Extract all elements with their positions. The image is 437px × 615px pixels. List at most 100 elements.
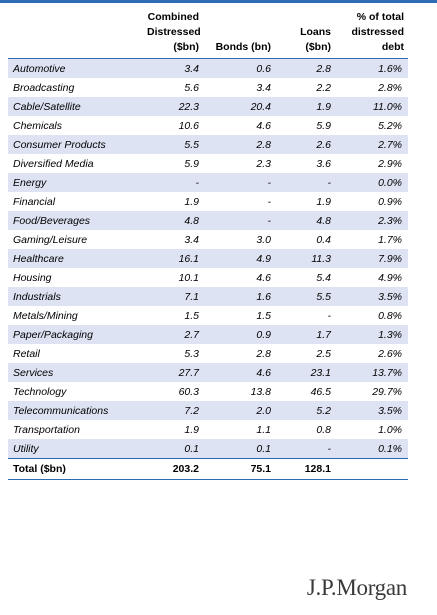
combined-cell: 4.8 [143, 211, 203, 230]
table-row: Financial 1.9-1.9 0.9% [8, 192, 408, 211]
table-body: Automotive 3.4 0.6 2.8 1.6% Broadcasting 5.6 3.… [8, 58, 408, 459]
pct-cell: 2.8% [335, 78, 408, 97]
loans-cell: 0.4 [275, 230, 335, 249]
bonds-cell: 4.6 [203, 268, 275, 287]
header-line: ($bn) [305, 41, 331, 53]
pct-cell: 3.5% [335, 287, 408, 306]
bonds-cell: 0.1 [203, 439, 275, 459]
header-line: % of total [356, 11, 404, 23]
table-row: Food/Beverages 4.8-4.8 2.3% [8, 211, 408, 230]
combined-cell: 10.6 [143, 116, 203, 135]
sector-cell: Healthcare [8, 249, 143, 268]
sector-cell: Housing [8, 268, 143, 287]
loans-cell: 11.3 [275, 249, 335, 268]
bonds-cell: 2.0 [203, 401, 275, 420]
combined-cell: 5.9 [143, 154, 203, 173]
combined-cell: 60.3 [143, 382, 203, 401]
bonds-cell: 0.6 [203, 58, 275, 78]
bonds-cell: 4.9 [203, 249, 275, 268]
combined-cell: 0.1 [143, 439, 203, 459]
total-loans: 128.1 [275, 458, 335, 480]
bonds-cell: 2.8 [203, 344, 275, 363]
table-row: Technology 60.3 13.8 46.5 29.7% [8, 382, 408, 401]
combined-cell: 7.2 [143, 401, 203, 420]
top-accent-bar [0, 0, 437, 3]
sector-cell: Paper/Packaging [8, 325, 143, 344]
header-line: Distressed [147, 26, 201, 38]
combined-cell: 3.4 [143, 230, 203, 249]
table-row: Broadcasting 5.6 3.4 2.2 2.8% [8, 78, 408, 97]
sector-cell: Metals/Mining [8, 306, 143, 325]
bonds-cell: - [203, 173, 275, 192]
combined-cell: 5.3 [143, 344, 203, 363]
table-row: Gaming/Leisure 3.4 3.0 0.4 1.7% [8, 230, 408, 249]
pct-cell: 1.6% [335, 58, 408, 78]
combined-cell: 7.1 [143, 287, 203, 306]
table-row: Industrials 7.1 1.6 5.5 3.5% [8, 287, 408, 306]
header-pct-total: % of total distressed debt [335, 8, 408, 59]
bonds-cell: 1.5 [203, 306, 275, 325]
pct-cell: 1.7% [335, 230, 408, 249]
sector-cell: Broadcasting [8, 78, 143, 97]
header-bonds: Bonds (bn) [203, 8, 275, 59]
table-row: Transportation 1.9 1.1 0.8 1.0% [8, 420, 408, 439]
loans-cell: 5.5 [275, 287, 335, 306]
sector-cell: Retail [8, 344, 143, 363]
combined-cell: 1.5 [143, 306, 203, 325]
pct-cell: 2.6% [335, 344, 408, 363]
total-row: Total ($bn) 203.2 75.1 128.1 [8, 458, 408, 480]
pct-cell: 3.5% [335, 401, 408, 420]
loans-cell: 5.2 [275, 401, 335, 420]
table-row: Healthcare 16.1 4.9 11.3 7.9% [8, 249, 408, 268]
header-line: Combined [147, 11, 199, 23]
loans-cell: 3.6 [275, 154, 335, 173]
header-combined-distressed: Combined Distressed ($bn) [143, 8, 203, 59]
header-loans: Loans ($bn) [275, 8, 335, 59]
pct-cell: 2.7% [335, 135, 408, 154]
combined-cell: 27.7 [143, 363, 203, 382]
sector-cell: Technology [8, 382, 143, 401]
pct-cell: 2.3% [335, 211, 408, 230]
bonds-cell: 1.6 [203, 287, 275, 306]
sector-cell: Financial [8, 192, 143, 211]
total-bonds: 75.1 [203, 458, 275, 480]
table-row: Metals/Mining 1.5 1.5-0.8% [8, 306, 408, 325]
pct-cell: 0.0% [335, 173, 408, 192]
loans-cell: 2.5 [275, 344, 335, 363]
pct-cell: 7.9% [335, 249, 408, 268]
loans-cell: 0.8 [275, 420, 335, 439]
table-row: Utility 0.1 0.1-0.1% [8, 439, 408, 459]
sector-cell: Transportation [8, 420, 143, 439]
bonds-cell: - [203, 192, 275, 211]
combined-cell: - [143, 173, 203, 192]
sector-cell: Industrials [8, 287, 143, 306]
loans-cell: 4.8 [275, 211, 335, 230]
pct-cell: 1.0% [335, 420, 408, 439]
pct-cell: 2.9% [335, 154, 408, 173]
table-row: Diversified Media 5.9 2.3 3.6 2.9% [8, 154, 408, 173]
table-row: Services 27.7 4.6 23.1 13.7% [8, 363, 408, 382]
total-pct [335, 458, 408, 480]
bonds-cell: 3.4 [203, 78, 275, 97]
sector-cell: Automotive [8, 58, 143, 78]
loans-cell: 5.4 [275, 268, 335, 287]
table-row: Telecommunications 7.2 2.0 5.2 3.5% [8, 401, 408, 420]
sector-cell: Energy [8, 173, 143, 192]
loans-cell: 23.1 [275, 363, 335, 382]
table-row: Paper/Packaging 2.7 0.9 1.7 1.3% [8, 325, 408, 344]
header-line: Bonds (bn) [215, 41, 271, 53]
total-combined: 203.2 [143, 458, 203, 480]
combined-cell: 5.5 [143, 135, 203, 154]
loans-cell: 46.5 [275, 382, 335, 401]
combined-cell: 1.9 [143, 192, 203, 211]
bonds-cell: 4.6 [203, 116, 275, 135]
table-row: Cable/Satellite 22.3 20.4 1.9 11.0% [8, 97, 408, 116]
bonds-cell: 4.6 [203, 363, 275, 382]
table-header-row: Combined Distressed ($bn) Bonds (bn) Loans… [8, 8, 408, 59]
pct-cell: 0.8% [335, 306, 408, 325]
bonds-cell: 13.8 [203, 382, 275, 401]
loans-cell: 1.9 [275, 192, 335, 211]
loans-cell: - [275, 439, 335, 459]
table-row: Chemicals 10.6 4.6 5.9 5.2% [8, 116, 408, 135]
combined-cell: 3.4 [143, 58, 203, 78]
